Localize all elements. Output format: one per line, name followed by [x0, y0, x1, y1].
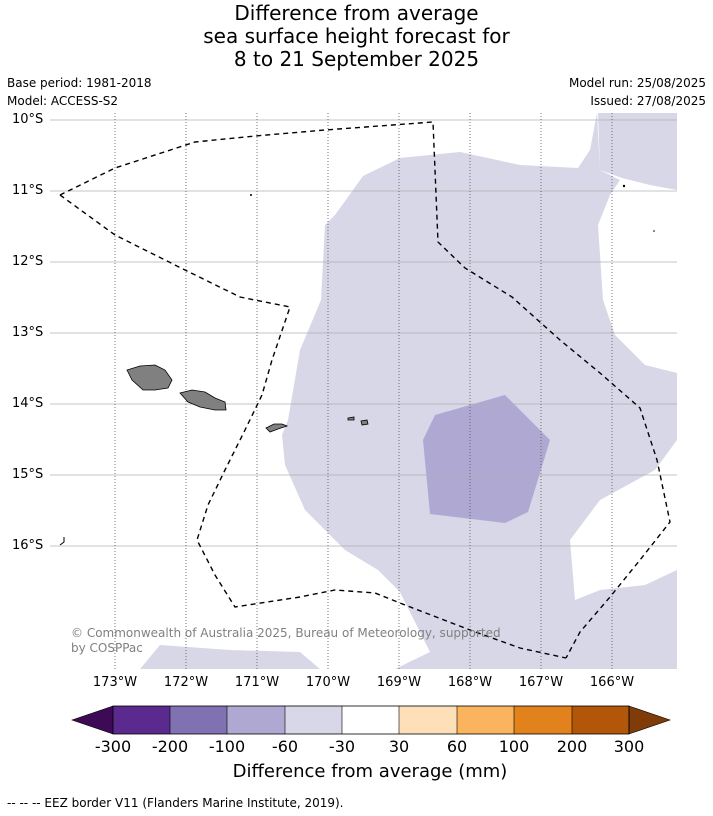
- island-small-east-2: [653, 230, 655, 232]
- lon-label-169w: 169°W: [376, 675, 422, 690]
- eez-border-samoa: [59, 194, 567, 659]
- colorbar-bin-8: [514, 706, 572, 734]
- title-line-2: sea surface height forecast for: [203, 24, 510, 48]
- colorbar: [71, 705, 671, 735]
- meta-right: Model run: 25/08/2025 Issued: 27/08/2025: [569, 74, 706, 110]
- lon-label-173w: 173°W: [92, 675, 138, 690]
- colorbar-tick-6: 30: [388, 737, 410, 756]
- anomaly-region-medium: [423, 395, 550, 523]
- base-period-text: Base period: 1981-2018: [7, 76, 152, 90]
- colorbar-tick-2: -200: [151, 737, 189, 756]
- colorbar-tick-3: -100: [208, 737, 246, 756]
- eez-footnote: -- -- -- EEZ border V11 (Flanders Marine…: [7, 796, 344, 810]
- colorbar-bin-9: [572, 706, 629, 734]
- colorbar-bin-2: [170, 706, 227, 734]
- lon-label-166w: 166°W: [589, 675, 635, 690]
- colorbar-tick-7: 60: [446, 737, 468, 756]
- copyright-line-1: © Commonwealth of Australia 2025, Bureau…: [71, 626, 501, 640]
- island-manua-1: [347, 416, 355, 421]
- colorbar-arrow-right: [628, 705, 671, 735]
- colorbar-dividers: [169, 706, 573, 734]
- lat-label-14s: 14°S: [12, 396, 44, 411]
- lat-label-12s: 12°S: [12, 254, 44, 269]
- colorbar-tick-4: -60: [271, 737, 299, 756]
- issued-text: Issued: 27/08/2025: [590, 94, 706, 108]
- island-swains: [250, 194, 252, 196]
- anomaly-region-light: [282, 113, 677, 669]
- island-small-east-1: [622, 184, 626, 188]
- lat-label-15s: 15°S: [12, 467, 44, 482]
- colorbar-bin-6: [399, 706, 457, 734]
- colorbar-tick-9: 200: [556, 737, 588, 756]
- title-line-3: 8 to 21 September 2025: [233, 47, 480, 71]
- colorbar-label: Difference from average (mm): [232, 761, 508, 782]
- lat-label-11s: 11°S: [12, 183, 44, 198]
- colorbar-bin-1: [113, 706, 170, 734]
- map-title: Difference from average sea surface heig…: [0, 2, 713, 71]
- colorbar-bin-4: [285, 706, 342, 734]
- colorbar-frame: [112, 705, 630, 735]
- colorbar-tick-10: 300: [613, 737, 645, 756]
- colorbar-tick-8: 100: [498, 737, 530, 756]
- colorbar-arrow-left: [71, 705, 114, 735]
- island-upolu: [179, 389, 227, 411]
- colorbar-tick-1: -300: [94, 737, 132, 756]
- meta-left: Base period: 1981-2018 Model: ACCESS-S2: [7, 74, 152, 110]
- model-text: Model: ACCESS-S2: [7, 94, 119, 108]
- island-tutuila: [265, 423, 289, 433]
- lat-label-16s: 16°S: [12, 538, 44, 553]
- lon-label-172w: 172°W: [163, 675, 209, 690]
- lon-label-167w: 167°W: [518, 675, 564, 690]
- title-line-1: Difference from average: [234, 1, 479, 25]
- model-run-text: Model run: 25/08/2025: [568, 76, 706, 90]
- lat-label-13s: 13°S: [12, 325, 44, 340]
- colorbar-bin-7: [457, 706, 514, 734]
- copyright-line-2: by COSPPac: [71, 641, 143, 655]
- lon-label-171w: 171°W: [234, 675, 280, 690]
- lon-label-168w: 168°W: [447, 675, 493, 690]
- lon-label-170w: 170°W: [305, 675, 351, 690]
- island-savaii: [126, 364, 173, 391]
- island-manua-2: [360, 419, 369, 426]
- anomaly-region-light-south-west: [140, 645, 320, 669]
- eez-border-tokelau: [59, 121, 671, 659]
- colorbar-bin-5: [342, 706, 399, 734]
- colorbar-bin-3: [227, 706, 285, 734]
- island-small-west: [59, 537, 65, 546]
- copyright-notice: © Commonwealth of Australia 2025, Bureau…: [71, 626, 501, 656]
- gridlines: [50, 119, 677, 547]
- colorbar-tick-5: -30: [328, 737, 356, 756]
- lat-label-10s: 10°S: [12, 112, 44, 127]
